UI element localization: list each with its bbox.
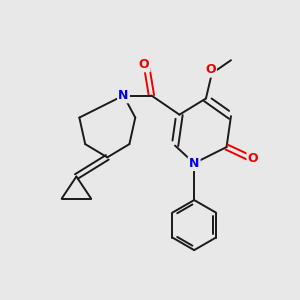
Text: N: N bbox=[118, 89, 129, 102]
Text: O: O bbox=[248, 152, 258, 165]
Text: O: O bbox=[139, 58, 149, 71]
Text: N: N bbox=[189, 157, 200, 170]
Text: O: O bbox=[205, 63, 216, 76]
